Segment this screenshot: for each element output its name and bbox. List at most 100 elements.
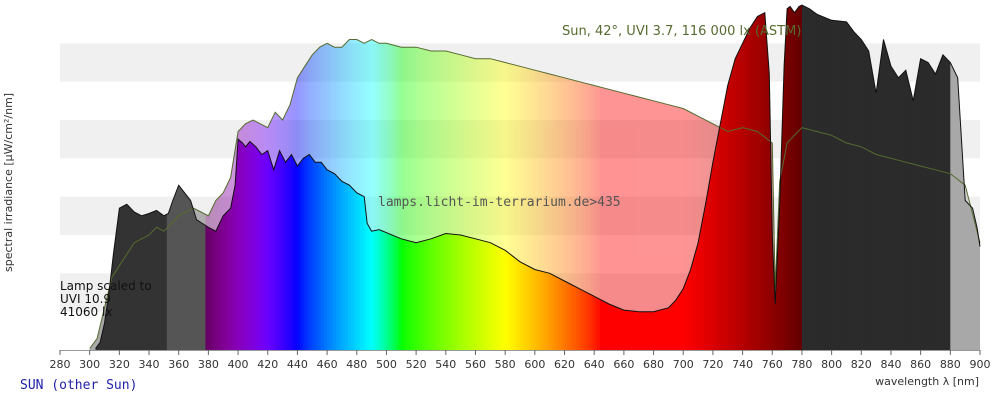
watermark: lamps.licht-im-terrarium.de>435 (378, 195, 621, 210)
sun-color-stripe (653, 39, 658, 350)
sun-color-stripe (540, 39, 545, 350)
lamp-color-stripe (852, 5, 856, 350)
lamp-color-stripe (801, 5, 806, 350)
sun-spectrum-line (89, 38, 981, 349)
lamp-color-stripe (733, 5, 738, 350)
lamp-color-stripe (917, 5, 922, 350)
lamp-color-stripe (297, 5, 301, 350)
sun-color-stripe (665, 39, 669, 350)
lamp-color-stripe (831, 5, 836, 350)
lamp-color-stripe (947, 5, 951, 350)
sun-color-stripe (511, 39, 515, 350)
sun-color-stripe (407, 39, 411, 350)
lamp-color-stripe (739, 5, 744, 350)
lamp-color-stripe (932, 5, 937, 350)
lamp-color-stripe (807, 5, 812, 350)
lamp-color-stripe (876, 5, 880, 350)
sun-color-stripe (422, 39, 426, 350)
lamp-color-stripe (864, 5, 868, 350)
sun-color-stripe (531, 39, 536, 350)
lamp-color-stripe (748, 5, 753, 350)
x-tick-label: 420 (257, 358, 278, 371)
sun-color-stripe (392, 39, 396, 350)
lamp-color-stripe (252, 5, 257, 350)
lamp-color-stripe (279, 5, 284, 350)
lamp-color-stripe (840, 5, 845, 350)
lamp-color-stripe (267, 5, 272, 350)
lamp-color-stripe (941, 5, 945, 350)
x-axis: 280 300 320 340 360 380 400 420 440 460 480 500 520 5… (50, 350, 991, 371)
lamp-color-stripe (315, 5, 319, 350)
lamp-color-stripe (745, 5, 750, 350)
lamp-color-stripe (893, 5, 898, 350)
sun-color-stripe (425, 39, 429, 350)
lamp-color-stripe (888, 5, 892, 350)
sun-color-stripe (701, 39, 705, 350)
lamp-color-stripe (751, 5, 756, 350)
sun-color-stripe (502, 39, 506, 350)
lamp-color-stripe (282, 5, 287, 350)
lamp-color-stripe (855, 5, 859, 350)
sun-color-stripe (626, 39, 631, 350)
lamp-color-stripe (920, 5, 925, 350)
x-tick-label: 780 (791, 358, 812, 371)
sun-color-stripe (686, 39, 690, 350)
lamp-color-stripe (309, 5, 313, 350)
sun-color-stripe (493, 39, 497, 350)
sun-color-stripe (668, 39, 672, 350)
sun-color-stripe (496, 39, 500, 350)
lamp-color-stripe (784, 5, 788, 350)
lamp-color-stripe (938, 5, 943, 350)
sun-color-stripe (623, 39, 628, 350)
lamp-color-stripe (911, 5, 916, 350)
sun-color-stripe (404, 39, 408, 350)
x-tick-label: 700 (673, 358, 694, 371)
sun-color-stripe (454, 39, 459, 350)
sun-color-stripe (226, 39, 230, 350)
lamp-color-stripe (742, 5, 747, 350)
sun-color-stripe (656, 39, 661, 350)
sun-color-stripe (534, 39, 539, 350)
lamp-color-stripe (300, 5, 304, 350)
lamp-note-line-2: UVI 10.9 (60, 292, 111, 306)
sun-color-stripe (475, 39, 480, 350)
sun-color-stripe (398, 39, 402, 350)
sun-color-stripe (528, 39, 533, 350)
lamp-color-stripe (813, 5, 818, 350)
lamp-color-stripe (879, 5, 883, 350)
lamp-color-stripe (736, 5, 741, 350)
sun-color-stripe (413, 39, 417, 350)
x-tick-label: 860 (910, 358, 931, 371)
sun-color-stripe (490, 39, 494, 350)
lamp-color-stripe (321, 5, 325, 350)
x-tick-label: 880 (940, 358, 961, 371)
sun-color-stripe (567, 39, 572, 350)
sun-color-stripe (555, 39, 560, 350)
sun-color-stripe (647, 39, 652, 350)
lamp-color-stripe (330, 5, 334, 350)
x-tick-label: 760 (762, 358, 783, 371)
lamp-color-stripe (249, 5, 254, 350)
lamp-color-stripe (834, 5, 839, 350)
x-tick-label: 540 (435, 358, 456, 371)
lamp-color-stripe (890, 5, 895, 350)
sun-color-stripe (609, 39, 613, 350)
y-axis-label: spectral irradiance [µW/cm²/nm] (2, 93, 15, 272)
lamp-color-stripe (712, 5, 717, 350)
sun-color-stripe (445, 39, 450, 350)
lamp-color-stripe (790, 5, 794, 350)
sun-color-stripe (638, 39, 643, 350)
sun-color-stripe (629, 39, 634, 350)
lamp-color-stripe (843, 5, 848, 350)
sun-color-stripe (965, 39, 969, 350)
x-tick-label: 380 (198, 358, 219, 371)
lamp-color-stripe (294, 5, 299, 350)
lamp-color-stripe (825, 5, 830, 350)
x-tick-label: 360 (168, 358, 189, 371)
sun-color-stripe (650, 39, 655, 350)
sun-color-stripe (377, 39, 382, 350)
lamp-note-line-3: 41060 lx (60, 305, 112, 319)
sun-color-stripe (522, 39, 527, 350)
lamp-color-stripe (754, 5, 759, 350)
sun-color-stripe (644, 39, 649, 350)
